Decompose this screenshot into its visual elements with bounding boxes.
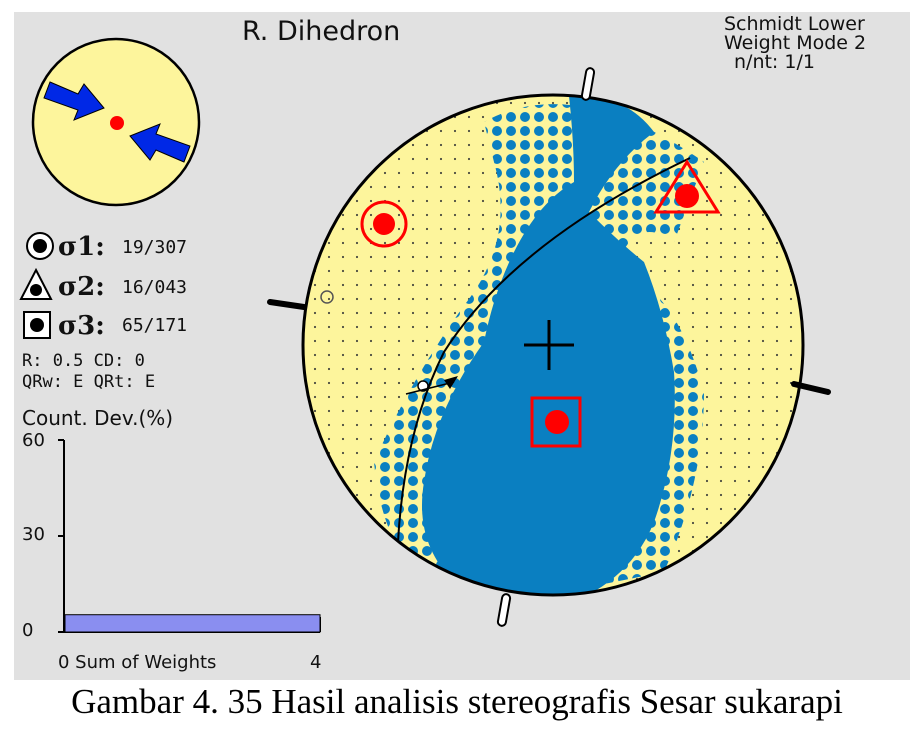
projection-label: Schmidt Lower	[724, 13, 865, 35]
sigma1-circle-icon	[26, 232, 54, 260]
histogram-bar	[64, 614, 321, 633]
sigma3-label: σ3:	[58, 311, 105, 341]
sigma2-triangle-icon	[19, 267, 53, 300]
sigma2-marker	[653, 159, 721, 214]
y-tick-0: 0	[22, 620, 34, 641]
weight-mode-label: Weight Mode 2	[724, 32, 867, 54]
sigma2-label: σ2:	[58, 272, 105, 302]
y-tick-30: 30	[22, 524, 45, 545]
figure-caption: Gambar 4. 35 Hasil analisis stereografis…	[71, 682, 843, 721]
sigma3-value: 65/171	[122, 315, 188, 336]
sigma1-value: 19/307	[122, 237, 188, 258]
y-tick-60: 60	[22, 430, 45, 451]
plot-canvas	[19, 37, 831, 633]
sigma3-square-icon	[23, 311, 51, 339]
histogram-title: Count. Dev.(%)	[22, 406, 174, 430]
x-tick-max: 4	[310, 652, 322, 673]
x-axis-label: 0 Sum of Weights	[58, 652, 217, 673]
sigma2-value: 16/043	[122, 277, 188, 298]
sigma1-marker	[360, 200, 408, 248]
quality-label: QRw: E QRt: E	[22, 372, 156, 392]
stereonet-panel: R. Dihedron Schmidt Lower Weight Mode 2 …	[14, 12, 910, 680]
plot-title: R. Dihedron	[242, 16, 401, 47]
sigma3-marker	[530, 396, 582, 448]
stress-arrows-icon	[31, 37, 201, 207]
histogram-axes	[58, 439, 321, 633]
sigma1-label: σ1:	[58, 232, 105, 262]
count-label: n/nt: 1/1	[734, 51, 815, 73]
ratio-label: R: 0.5 CD: 0	[22, 351, 145, 371]
stereonet	[267, 67, 831, 627]
fault-plane-arc	[397, 157, 691, 543]
